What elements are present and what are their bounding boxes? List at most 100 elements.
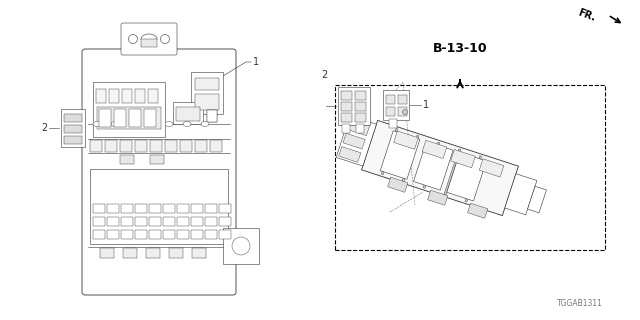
Bar (93, 204, 105, 213)
Bar (64, 125, 82, 133)
Polygon shape (348, 120, 369, 136)
Bar (135, 89, 145, 103)
Bar (219, 204, 231, 213)
Bar (99, 109, 111, 127)
Bar (100, 248, 114, 258)
Bar (341, 102, 352, 111)
Polygon shape (362, 120, 518, 216)
Bar (335, 85, 605, 250)
Bar (150, 155, 164, 164)
Polygon shape (402, 135, 419, 181)
Polygon shape (451, 149, 476, 168)
Text: 2: 2 (321, 70, 327, 80)
Ellipse shape (93, 122, 101, 126)
Bar (107, 217, 119, 226)
Bar (177, 204, 189, 213)
Bar (114, 109, 126, 127)
Bar (93, 230, 105, 239)
Circle shape (161, 35, 170, 44)
Polygon shape (479, 159, 504, 177)
Bar (107, 230, 119, 239)
Bar (90, 169, 228, 244)
Polygon shape (413, 141, 453, 190)
Bar (120, 140, 132, 152)
Bar (398, 95, 407, 104)
Ellipse shape (111, 122, 119, 126)
Bar (105, 140, 117, 152)
Bar (165, 140, 177, 152)
FancyBboxPatch shape (82, 49, 236, 295)
Polygon shape (423, 142, 440, 188)
Bar (163, 230, 175, 239)
Polygon shape (422, 140, 447, 158)
Bar (192, 248, 206, 258)
Bar (135, 217, 147, 226)
Circle shape (129, 35, 138, 44)
Polygon shape (381, 129, 398, 175)
Bar (195, 94, 219, 110)
Bar (355, 91, 366, 100)
Polygon shape (465, 156, 482, 202)
Bar (96, 89, 106, 103)
Bar (195, 140, 207, 152)
Bar (355, 113, 366, 122)
Bar (129, 109, 141, 127)
Polygon shape (505, 174, 537, 215)
FancyBboxPatch shape (121, 23, 177, 55)
Bar (93, 217, 105, 226)
Polygon shape (388, 177, 408, 192)
Circle shape (403, 109, 408, 115)
Bar (219, 217, 231, 226)
Polygon shape (336, 116, 376, 166)
Bar (386, 107, 395, 116)
Bar (141, 39, 157, 47)
Bar (121, 217, 133, 226)
Polygon shape (468, 203, 488, 218)
Polygon shape (527, 186, 547, 213)
Bar (144, 109, 156, 127)
Bar (64, 114, 82, 122)
Bar (149, 230, 161, 239)
Bar (176, 107, 200, 121)
Circle shape (232, 237, 250, 255)
Bar (107, 204, 119, 213)
Bar (121, 204, 133, 213)
Bar (148, 89, 158, 103)
Bar (173, 102, 203, 124)
Bar (355, 102, 366, 111)
Bar (97, 107, 161, 129)
Bar (61, 109, 85, 147)
Bar (90, 140, 102, 152)
Bar (389, 119, 397, 128)
Bar (383, 90, 409, 120)
Bar (219, 230, 231, 239)
Polygon shape (428, 190, 448, 205)
Bar (122, 89, 132, 103)
Bar (123, 248, 137, 258)
Polygon shape (447, 152, 486, 201)
Text: 2: 2 (41, 123, 47, 133)
Bar (223, 228, 259, 264)
Text: TGGAB1311: TGGAB1311 (557, 299, 603, 308)
Polygon shape (339, 147, 361, 162)
Bar (121, 230, 133, 239)
Bar (163, 217, 175, 226)
Ellipse shape (183, 122, 191, 126)
Bar (180, 140, 192, 152)
Bar (341, 113, 352, 122)
Bar (135, 230, 147, 239)
Bar (169, 248, 183, 258)
Bar (163, 204, 175, 213)
Ellipse shape (201, 122, 209, 126)
Bar (338, 87, 370, 125)
Bar (135, 140, 147, 152)
Bar (191, 217, 203, 226)
Bar (64, 136, 82, 144)
Bar (398, 107, 407, 116)
Polygon shape (380, 131, 420, 179)
Polygon shape (444, 149, 461, 195)
Bar (191, 230, 203, 239)
Text: 1: 1 (253, 57, 259, 67)
Bar (207, 110, 217, 122)
Bar (109, 89, 119, 103)
